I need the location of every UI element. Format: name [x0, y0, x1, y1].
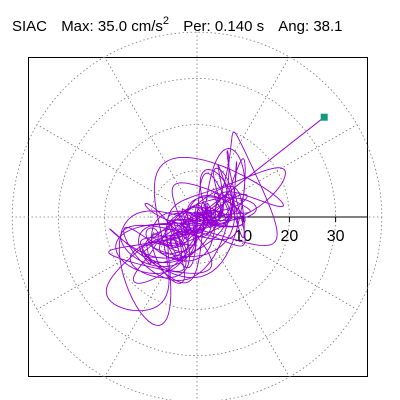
grid-spoke: [104, 56, 198, 218]
grid-spoke: [196, 124, 358, 218]
max-unit-exponent: 2: [162, 15, 170, 27]
angle-label: Ang:: [278, 18, 310, 35]
angle-value: 38.1: [313, 18, 343, 35]
period-label: Per:: [183, 18, 211, 35]
trace-path: [105, 131, 286, 326]
peak-direction-line: [196, 116, 325, 218]
grid-spoke: [196, 216, 290, 378]
chart-header: SIAC Max: 35.0 cm/s2 Per: 0.140 s Ang: 3…: [12, 15, 392, 39]
grid-spoke: [36, 216, 198, 310]
max-label: Max:: [61, 18, 94, 35]
tick-label: 30: [327, 228, 345, 245]
peak-marker-group: [320, 113, 328, 121]
motion-trace: [105, 116, 325, 326]
grid-spoke: [196, 216, 358, 310]
station-code: SIAC: [12, 18, 48, 35]
period-value: 0.140 s: [214, 18, 265, 35]
grid-spoke: [196, 56, 290, 218]
grid-spoke: [104, 216, 198, 378]
grid-spoke: [36, 124, 198, 218]
max-value: 35.0 cm/s: [97, 18, 163, 35]
tick-label: 20: [281, 228, 299, 245]
radial-axis: 10 20 30: [197, 216, 367, 245]
peak-marker: [320, 113, 328, 121]
